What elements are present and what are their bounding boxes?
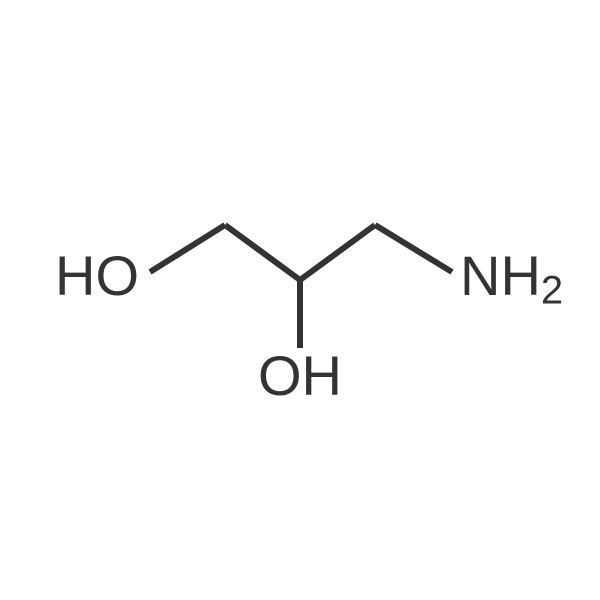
bond	[225, 225, 300, 280]
bond	[375, 225, 452, 272]
atom-label-HO_left: HO	[55, 244, 139, 307]
atom-label-NH2_right: NH2	[460, 244, 563, 312]
bond	[150, 225, 225, 272]
atom-label-OH_bottom: OH	[258, 344, 342, 407]
molecule-diagram: HO OH NH2	[0, 0, 600, 600]
bond	[300, 225, 375, 280]
